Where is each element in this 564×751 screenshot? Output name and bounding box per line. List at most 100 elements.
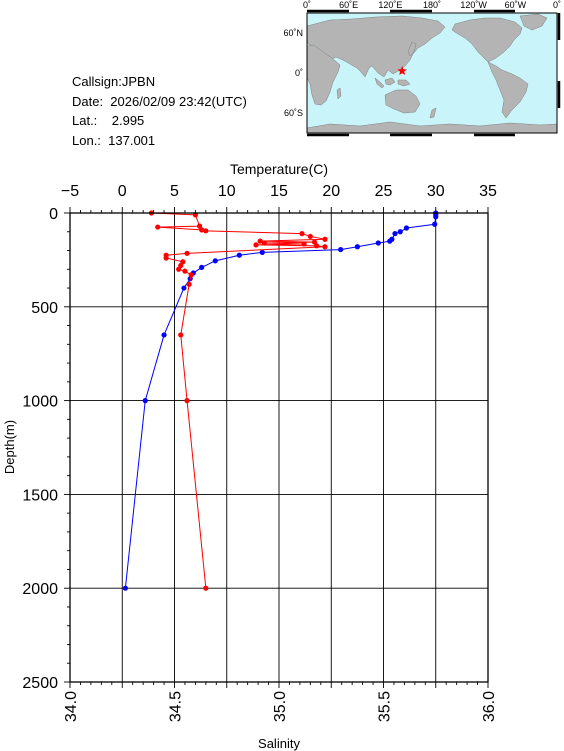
temperature-tick-label: 20 bbox=[322, 183, 340, 200]
depth-tick-label: 500 bbox=[31, 300, 58, 317]
map-lat-label: 60˚N bbox=[283, 28, 303, 38]
map-lon-label: 60˚W bbox=[505, 0, 527, 10]
salinity-axis-label: Salinity bbox=[258, 736, 300, 751]
temperature-point bbox=[387, 238, 393, 244]
temperature-tick-label: −5 bbox=[61, 183, 79, 200]
map-lon-label: 180˚ bbox=[423, 0, 441, 10]
salinity-point bbox=[257, 238, 263, 244]
chart-frame bbox=[69, 212, 489, 683]
temperature-point bbox=[354, 244, 360, 250]
temperature-point bbox=[181, 285, 187, 291]
map-longitude-labels: 0˚ 60˚E 120˚E 180˚ 120˚W 60˚W 0˚ bbox=[303, 0, 561, 10]
salinity-point bbox=[184, 250, 190, 256]
map-frame-checkers bbox=[307, 9, 561, 137]
temperature-point bbox=[433, 210, 439, 216]
temperature-series-line bbox=[124, 213, 437, 589]
map-land bbox=[306, 13, 558, 134]
station-marker-icon bbox=[397, 66, 407, 76]
temperature-axis-label: Temperature(C) bbox=[230, 161, 328, 177]
callsign-text: Callsign:JPBN bbox=[72, 74, 156, 89]
map-frame bbox=[306, 12, 558, 134]
temperature-tick-label: 5 bbox=[170, 183, 179, 200]
temperature-point bbox=[142, 398, 148, 404]
map-lon-label: 120˚E bbox=[378, 0, 402, 10]
map-latitude-labels: 60˚N 0˚ 60˚S bbox=[283, 28, 303, 118]
temperature-point bbox=[389, 236, 395, 242]
map-lat-label: 0˚ bbox=[295, 68, 303, 78]
temperature-tick-label: 10 bbox=[218, 183, 236, 200]
temperature-point bbox=[199, 264, 205, 270]
salinity-point bbox=[184, 398, 190, 404]
depth-tick-label: 2500 bbox=[22, 675, 58, 692]
salinity-point bbox=[178, 262, 184, 269]
salinity-tick-label: 36.0 bbox=[481, 691, 498, 722]
depth-tick-label: 2000 bbox=[22, 581, 58, 598]
lat-text: Lat.: 2.995 bbox=[72, 113, 145, 128]
temperature-point bbox=[375, 240, 381, 246]
depth-axis-label: Depth(m) bbox=[2, 420, 17, 474]
map-lon-label: 0˚ bbox=[553, 0, 561, 10]
temperature-tick-label: 15 bbox=[270, 183, 288, 200]
salinity-point bbox=[188, 272, 194, 278]
salinity-point bbox=[192, 212, 198, 218]
depth-axis: 0 500 1000 1500 2000 2500 bbox=[22, 206, 70, 692]
temperature-point bbox=[433, 212, 439, 218]
salinity-point bbox=[163, 255, 169, 261]
salinity-series-line bbox=[151, 212, 326, 589]
salinity-point bbox=[178, 332, 184, 338]
depth-tick-label: 0 bbox=[49, 206, 58, 223]
salinity-tick-label: 34.0 bbox=[63, 691, 80, 722]
salinity-point bbox=[261, 240, 267, 246]
temperature-point bbox=[392, 231, 398, 237]
salinity-point bbox=[203, 228, 209, 234]
temperature-point bbox=[397, 229, 403, 235]
salinity-point bbox=[322, 236, 328, 242]
chart-series bbox=[122, 210, 439, 591]
temperature-tick-label: 25 bbox=[375, 183, 393, 200]
salinity-point bbox=[299, 231, 305, 237]
salinity-tick-label: 34.5 bbox=[168, 691, 185, 722]
salinity-point bbox=[199, 227, 205, 233]
salinity-point bbox=[148, 210, 155, 216]
station-info: Callsign:JPBN Date: 2026/02/09 23:42(UTC… bbox=[72, 72, 247, 150]
station-star bbox=[397, 66, 407, 76]
temperature-point bbox=[338, 246, 344, 253]
salinity-point bbox=[155, 224, 161, 230]
lon-text: Lon.: 137.001 bbox=[72, 132, 156, 148]
salinity-point bbox=[311, 239, 318, 245]
salinity-point bbox=[307, 233, 313, 240]
temperature-point bbox=[236, 252, 242, 258]
temperature-point bbox=[433, 214, 439, 220]
salinity-point bbox=[163, 252, 169, 258]
temperature-point bbox=[187, 276, 193, 282]
temperature-point bbox=[403, 225, 410, 231]
map-lon-label: 120˚W bbox=[460, 0, 487, 10]
temperature-point bbox=[122, 585, 128, 591]
temperature-tick-label: 0 bbox=[118, 183, 127, 200]
salinity-point bbox=[196, 223, 203, 229]
chart-grid bbox=[69, 212, 489, 683]
salinity-point bbox=[203, 585, 209, 591]
depth-tick-label: 1000 bbox=[22, 394, 58, 411]
salinity-point bbox=[182, 268, 188, 274]
map-lon-label: 60˚E bbox=[339, 0, 358, 10]
salinity-point bbox=[180, 259, 186, 265]
salinity-point bbox=[301, 241, 307, 247]
map-lat-label: 60˚S bbox=[284, 108, 303, 118]
salinity-point bbox=[314, 243, 320, 249]
salinity-point bbox=[176, 266, 182, 272]
salinity-point bbox=[186, 281, 192, 287]
salinity-point bbox=[322, 244, 328, 250]
temperature-tick-label: 30 bbox=[427, 183, 445, 200]
temperature-point bbox=[259, 249, 265, 255]
temperature-tick-label: 35 bbox=[479, 183, 497, 200]
temperature-point bbox=[190, 270, 196, 276]
temperature-point bbox=[212, 258, 218, 264]
date-text: Date: 2026/02/09 23:42(UTC) bbox=[72, 93, 247, 109]
salinity-axis: 34.0 34.5 35.0 35.5 36.0 bbox=[63, 682, 498, 722]
temperature-axis: −5 0 5 10 15 20 25 30 35 bbox=[61, 183, 497, 213]
map-lon-label: 0˚ bbox=[303, 0, 311, 10]
depth-tick-label: 1500 bbox=[22, 487, 58, 504]
salinity-tick-label: 35.5 bbox=[377, 691, 394, 722]
temperature-point bbox=[432, 221, 438, 227]
